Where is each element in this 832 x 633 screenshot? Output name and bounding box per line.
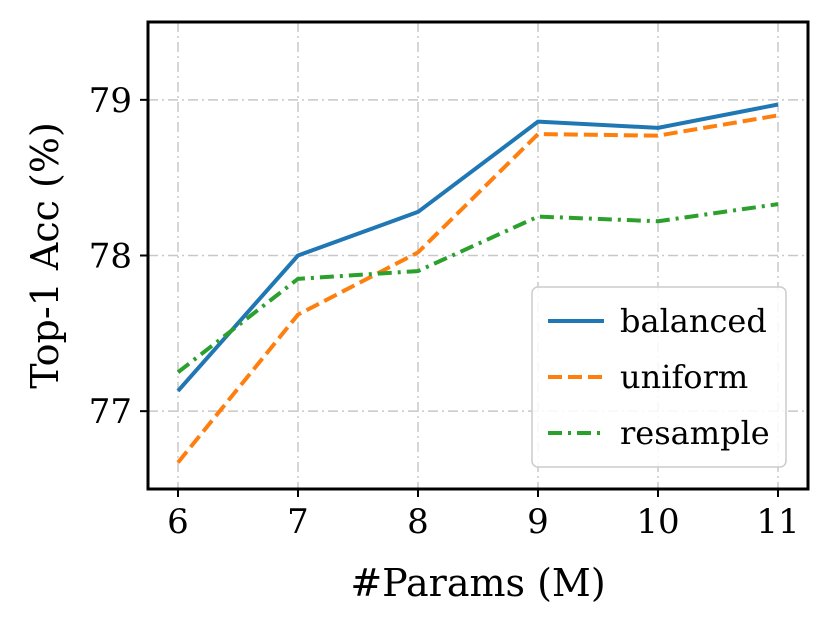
series-line-resample bbox=[176, 202, 779, 374]
y-tick-label: 79 bbox=[89, 81, 132, 121]
legend: balanced uniform resample bbox=[531, 286, 787, 468]
x-tick-label: 10 bbox=[636, 502, 679, 542]
y-axis-label: Top-1 Acc (%) bbox=[23, 122, 67, 389]
x-tick-label: 6 bbox=[167, 502, 189, 542]
x-tick-label: 7 bbox=[287, 502, 309, 542]
x-tick-label: 9 bbox=[527, 502, 549, 542]
x-tick-label: 8 bbox=[407, 502, 429, 542]
series-line-balanced bbox=[176, 102, 779, 393]
y-tick-label: 78 bbox=[89, 237, 132, 277]
legend-label-uniform: uniform bbox=[620, 358, 748, 396]
x-tick-label: 11 bbox=[756, 502, 799, 542]
legend-box bbox=[531, 286, 787, 468]
legend-label-balanced: balanced bbox=[620, 302, 767, 340]
x-axis-label: #Params (M) bbox=[350, 561, 605, 605]
series-lines bbox=[176, 102, 779, 464]
legend-label-resample: resample bbox=[620, 414, 770, 452]
series-line-uniform bbox=[176, 113, 779, 464]
y-tick-label: 77 bbox=[89, 392, 132, 432]
